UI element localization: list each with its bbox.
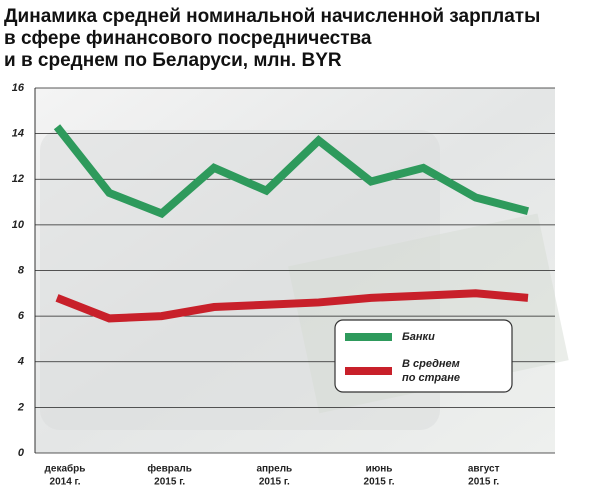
y-tick-label: 6 xyxy=(18,310,25,322)
x-tick-label: 2015 г. xyxy=(259,477,290,488)
x-tick-label: август xyxy=(468,464,500,475)
series-line xyxy=(53,124,530,219)
y-tick-label: 2 xyxy=(17,401,24,413)
y-tick-label: 4 xyxy=(17,356,24,368)
y-tick-label: 10 xyxy=(12,219,25,231)
legend-label: по стране xyxy=(402,372,460,384)
legend-label: Банки xyxy=(402,331,435,343)
title-line: и в среднем по Беларуси, млн. BYR xyxy=(4,50,342,71)
y-tick-label: 12 xyxy=(12,173,24,185)
x-tick-label: апрель xyxy=(256,464,292,475)
y-tick-label: 8 xyxy=(18,264,25,276)
legend-label: В среднем xyxy=(402,358,460,370)
x-tick-label: декабрь xyxy=(45,463,86,475)
x-tick-label: 2015 г. xyxy=(468,477,499,488)
x-tick-label: июнь xyxy=(366,464,393,475)
x-tick-label: февраль xyxy=(147,463,192,475)
y-tick-label: 14 xyxy=(12,128,24,140)
x-tick-label: 2015 г. xyxy=(364,477,395,488)
x-tick-label: 2014 г. xyxy=(50,477,81,488)
y-tick-label: 0 xyxy=(18,447,25,459)
title-line: в сфере финансового посредничества xyxy=(4,28,372,49)
y-tick-label: 16 xyxy=(12,82,25,94)
title-line: Динамика средней номинальной начисленной… xyxy=(4,6,540,27)
series-line xyxy=(55,289,529,323)
x-tick-label: 2015 г. xyxy=(154,477,185,488)
